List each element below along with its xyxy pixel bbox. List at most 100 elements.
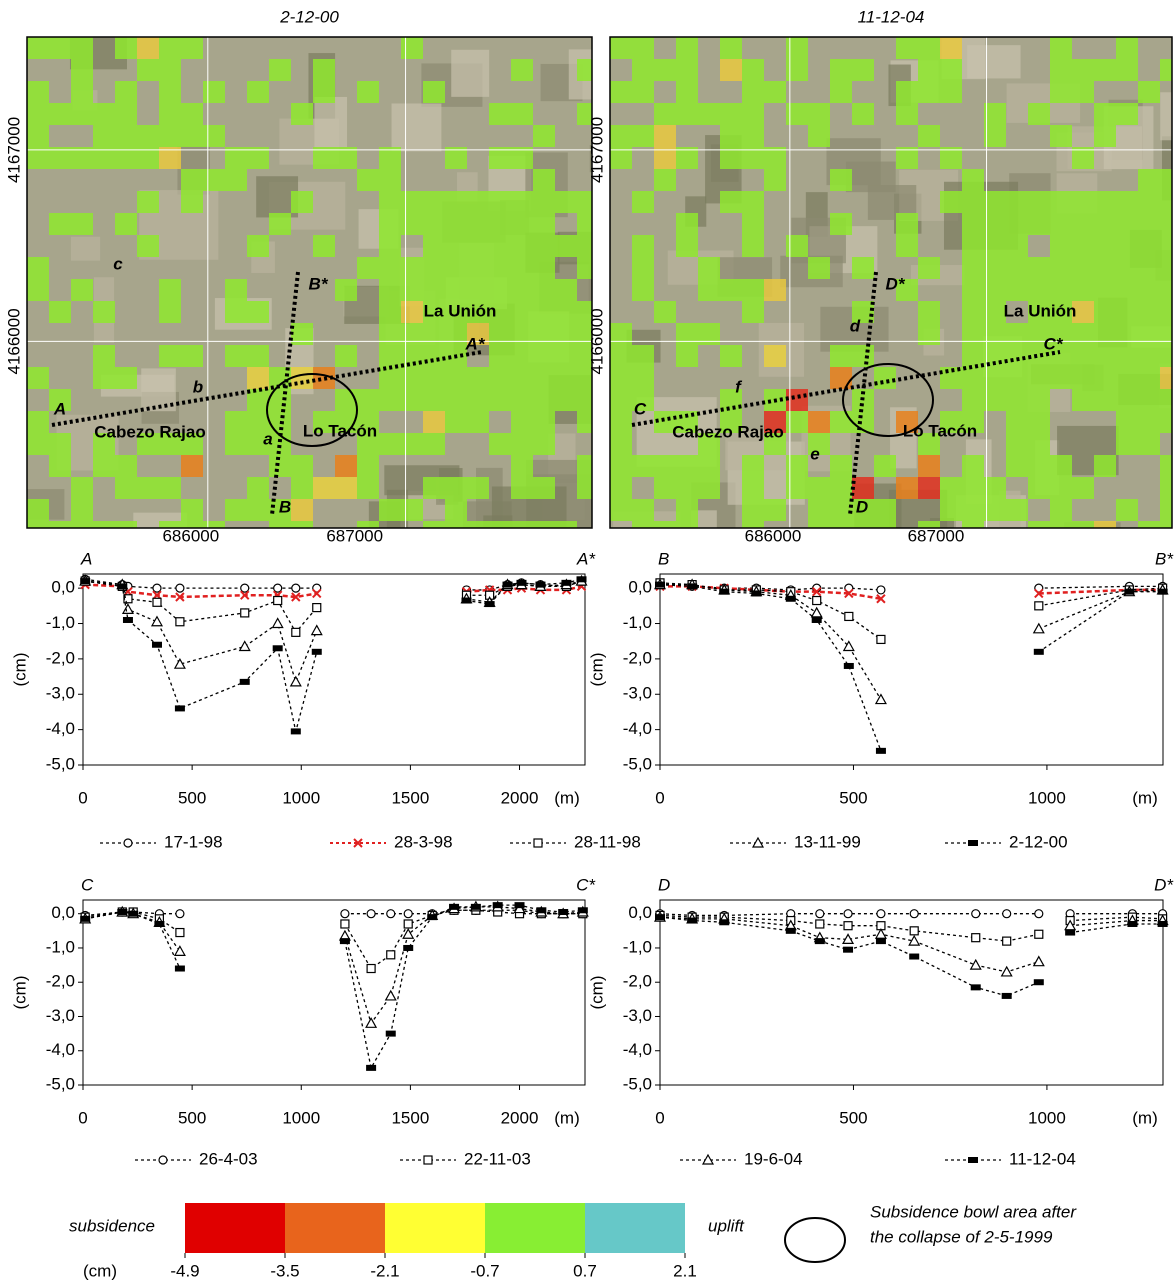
insar-pixel bbox=[1116, 279, 1138, 301]
insar-pixel bbox=[533, 213, 555, 235]
insar-pixel bbox=[577, 257, 599, 279]
data-point bbox=[175, 966, 185, 972]
insar-pixel bbox=[379, 345, 401, 367]
insar-pixel bbox=[1072, 521, 1094, 543]
insar-pixel bbox=[247, 235, 269, 257]
insar-pixel bbox=[71, 499, 93, 521]
insar-pixel bbox=[445, 477, 467, 499]
insar-pixel bbox=[764, 169, 786, 191]
insar-pixel bbox=[610, 81, 632, 103]
data-point bbox=[877, 586, 885, 594]
insar-pixel bbox=[71, 477, 93, 499]
insar-pixel bbox=[1006, 279, 1028, 301]
insar-pixel bbox=[489, 213, 511, 235]
insar-pixel bbox=[610, 499, 632, 521]
data-point bbox=[153, 598, 161, 606]
insar-pixel bbox=[247, 81, 269, 103]
insar-pixel bbox=[489, 433, 511, 455]
insar-pixel bbox=[720, 125, 742, 147]
insar-pixel bbox=[357, 81, 379, 103]
insar-pixel bbox=[1072, 213, 1094, 235]
y-tick-label: -5,0 bbox=[46, 754, 75, 773]
insar-pixel bbox=[654, 59, 676, 81]
map-y-tick-label: 4166000 bbox=[4, 308, 23, 374]
insar-pixel bbox=[489, 389, 511, 411]
insar-pixel bbox=[401, 389, 423, 411]
insar-pixel bbox=[159, 103, 181, 125]
insar-pixel bbox=[918, 301, 940, 323]
insar-pixel bbox=[1072, 389, 1094, 411]
insar-pixel bbox=[1006, 389, 1028, 411]
insar-pixel bbox=[676, 81, 698, 103]
colorbar-segment bbox=[285, 1203, 385, 1253]
insar-pixel bbox=[489, 367, 511, 389]
data-point bbox=[176, 584, 184, 592]
data-point bbox=[655, 582, 665, 588]
insar-pixel bbox=[720, 59, 742, 81]
insar-pixel bbox=[423, 81, 445, 103]
insar-pixel bbox=[1094, 235, 1116, 257]
data-point bbox=[813, 597, 821, 605]
insar-pixel bbox=[401, 433, 423, 455]
data-point bbox=[341, 910, 349, 918]
data-point bbox=[123, 617, 133, 623]
insar-pixel bbox=[247, 345, 269, 367]
insar-pixel bbox=[786, 455, 808, 477]
insar-pixel bbox=[984, 499, 1006, 521]
data-point bbox=[1035, 602, 1043, 610]
insar-pixel bbox=[1028, 411, 1050, 433]
insar-pixel bbox=[181, 125, 203, 147]
map-x-tick-label: 686000 bbox=[162, 526, 219, 545]
insar-pixel bbox=[654, 103, 676, 125]
insar-pixel bbox=[159, 477, 181, 499]
plot-frame bbox=[83, 900, 585, 1085]
y-tick-label: 0,0 bbox=[51, 903, 75, 922]
insar-pixel bbox=[379, 213, 401, 235]
insar-pixel bbox=[852, 477, 874, 499]
insar-pixel bbox=[1138, 213, 1160, 235]
insar-pixel bbox=[764, 279, 786, 301]
insar-pixel bbox=[786, 59, 808, 81]
insar-pixel bbox=[1138, 81, 1160, 103]
insar-pixel bbox=[786, 103, 808, 125]
insar-pixel bbox=[49, 521, 71, 543]
profile-label: A bbox=[53, 399, 66, 418]
insar-pixel bbox=[93, 455, 115, 477]
insar-pixel bbox=[764, 499, 786, 521]
insar-pixel bbox=[720, 345, 742, 367]
data-point bbox=[1003, 937, 1011, 945]
data-point bbox=[812, 617, 822, 623]
insar-pixel bbox=[115, 125, 137, 147]
insar-pixel bbox=[1050, 191, 1072, 213]
map-y-tick-label: 4167000 bbox=[4, 117, 23, 183]
insar-pixel bbox=[357, 455, 379, 477]
data-point bbox=[1034, 649, 1044, 655]
insar-pixel bbox=[764, 81, 786, 103]
insar-pixel bbox=[1028, 521, 1050, 543]
insar-pixel bbox=[423, 477, 445, 499]
insar-pixel bbox=[962, 477, 984, 499]
insar-pixel bbox=[676, 37, 698, 59]
insar-pixel bbox=[786, 37, 808, 59]
data-point bbox=[516, 580, 526, 586]
data-point bbox=[386, 1031, 396, 1037]
insar-pixel bbox=[610, 477, 632, 499]
insar-pixel bbox=[808, 257, 830, 279]
insar-pixel bbox=[1116, 389, 1138, 411]
insar-pixel bbox=[401, 191, 423, 213]
data-point bbox=[844, 910, 852, 918]
data-point bbox=[558, 909, 568, 915]
y-tick-label: -1,0 bbox=[623, 937, 652, 956]
insar-pixel bbox=[533, 367, 555, 389]
data-point bbox=[241, 584, 249, 592]
x-tick-label: 0 bbox=[655, 1108, 664, 1127]
data-point bbox=[687, 583, 697, 589]
data-point bbox=[1127, 921, 1137, 927]
insar-pixel bbox=[445, 411, 467, 433]
insar-pixel bbox=[423, 279, 445, 301]
y-tick-label: -1,0 bbox=[46, 613, 75, 632]
legend-label: 2-12-00 bbox=[1009, 832, 1068, 851]
insar-pixel bbox=[1050, 213, 1072, 235]
insar-pixel bbox=[93, 301, 115, 323]
insar-pixel bbox=[1116, 433, 1138, 455]
